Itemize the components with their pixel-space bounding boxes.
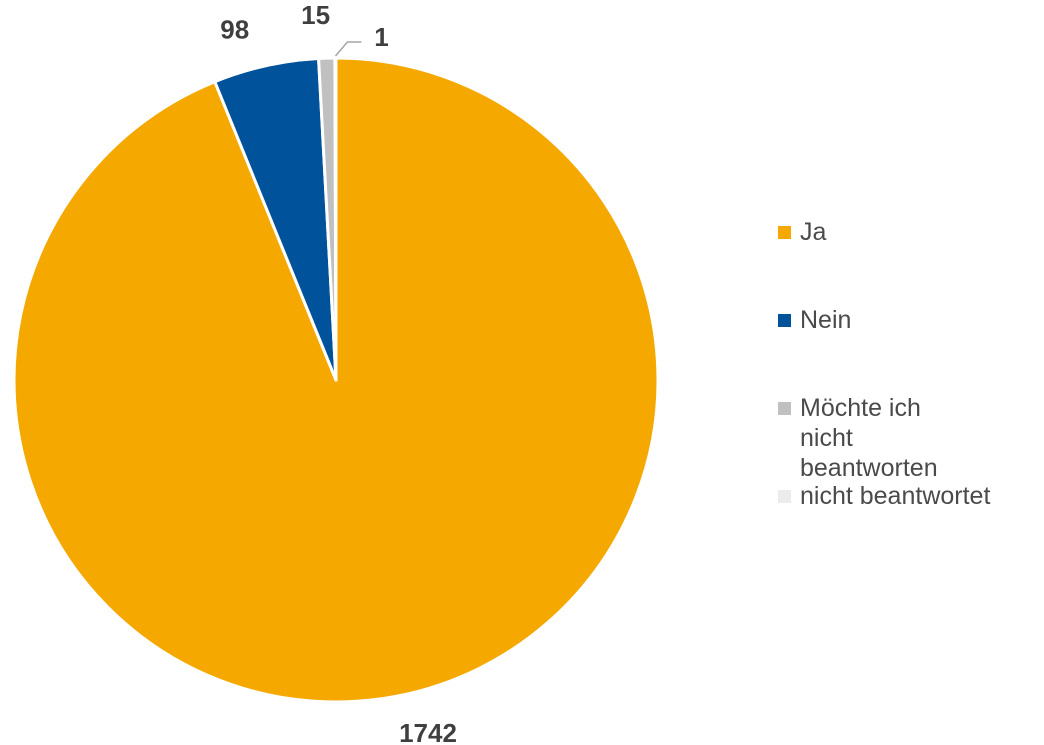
data-label-ja: 1742	[399, 718, 457, 745]
legend-swatch-nicht-beantwortet	[778, 490, 791, 503]
chart-legend: Ja Nein Möchte ich nicht beantworten nic…	[778, 0, 1044, 745]
pie-slice-nicht-beantwortet[interactable]	[333, 56, 338, 382]
data-label-nicht-beantwortet: 1	[374, 22, 388, 52]
leader-line-nicht-beantwortet	[334, 41, 362, 57]
legend-swatch-nein	[778, 314, 791, 327]
legend-item-nein[interactable]: Nein	[778, 305, 1040, 335]
legend-label-nein: Nein	[800, 306, 852, 334]
data-label-moechte-ich-nicht-beantworten: 15	[301, 0, 330, 30]
legend-item-moechte-ich-nicht-beantworten[interactable]: Möchte ich nicht beantworten	[778, 393, 980, 483]
legend-label-ja: Ja	[800, 218, 827, 246]
legend-item-nicht-beantwortet[interactable]: nicht beantwortet	[778, 481, 1040, 511]
legend-item-ja[interactable]: Ja	[778, 217, 1040, 247]
pie-chart: 1742 98 15 1	[12, 0, 660, 745]
legend-swatch-ja	[778, 226, 791, 239]
legend-swatch-moechte-ich-nicht-beantworten	[778, 402, 791, 415]
legend-label-moechte-ich-nicht-beantworten: Möchte ich nicht beantworten	[800, 394, 938, 482]
legend-label-nicht-beantwortet: nicht beantwortet	[800, 482, 991, 510]
data-label-nein: 98	[220, 15, 249, 45]
